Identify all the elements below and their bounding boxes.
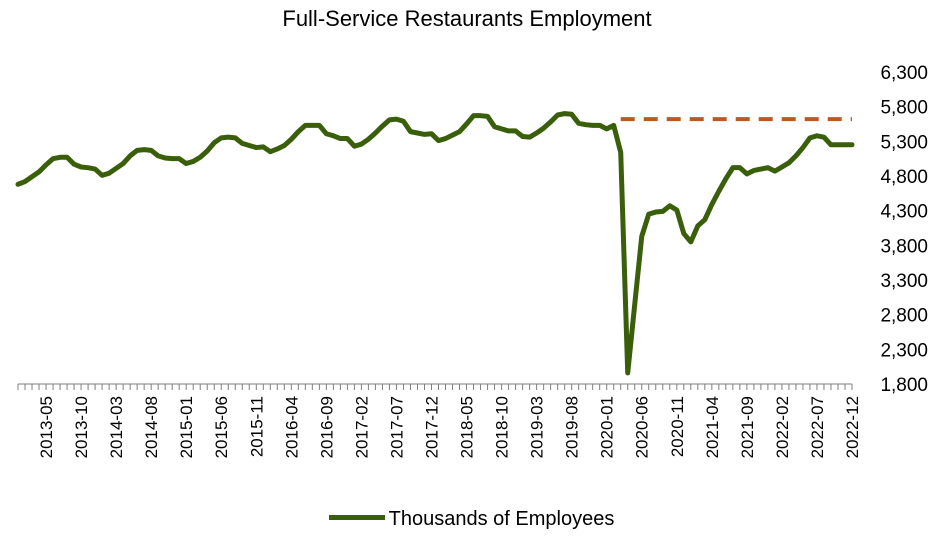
y-tick-label: 5,800 xyxy=(880,98,928,119)
x-tick-label: 2014-03 xyxy=(107,396,126,458)
x-tick-label: 2020-06 xyxy=(633,396,652,458)
y-tick-label: 2,800 xyxy=(880,306,928,327)
x-axis-labels: 2013-05 2013-10 2014-03 2014-08 2015-01 2015-… xyxy=(37,396,862,458)
x-tick-label: 2020-01 xyxy=(598,396,617,458)
x-tick-label: 2016-04 xyxy=(282,396,301,458)
x-axis-ticks xyxy=(17,384,853,390)
plot-area: 1,800 2,300 2,800 3,300 3,800 4,300 4,800 5,300… xyxy=(15,63,928,458)
x-tick-label: 2022-07 xyxy=(808,396,827,458)
y-axis-labels: 1,800 2,300 2,800 3,300 3,800 4,300 4,800 5,300… xyxy=(880,63,928,396)
legend: Thousands of Employees xyxy=(0,508,943,531)
x-tick-label: 2017-02 xyxy=(352,396,371,458)
legend-swatch xyxy=(328,515,385,521)
x-tick-label: 2018-10 xyxy=(493,396,512,458)
y-tick-label: 2,300 xyxy=(880,340,928,361)
y-tick-label: 1,800 xyxy=(880,375,928,396)
x-tick-label: 2018-05 xyxy=(458,396,477,458)
y-tick-label: 4,300 xyxy=(880,202,928,223)
y-tick-label: 6,300 xyxy=(880,63,928,84)
x-tick-label: 2014-08 xyxy=(142,396,161,458)
x-tick-label: 2017-12 xyxy=(422,396,441,458)
x-tick-label: 2021-04 xyxy=(703,396,722,458)
x-tick-label: 2022-02 xyxy=(773,396,792,458)
x-tick-label: 2019-08 xyxy=(563,396,582,458)
x-tick-label: 2020-11 xyxy=(668,396,687,457)
legend-label: Thousands of Employees xyxy=(388,508,615,530)
x-tick-label: 2013-05 xyxy=(37,396,56,458)
x-tick-label: 2017-07 xyxy=(387,396,406,458)
y-tick-label: 3,800 xyxy=(880,236,928,257)
chart-title: Full-Service Restaurants Employment xyxy=(282,6,652,31)
x-tick-label: 2015-01 xyxy=(177,396,196,458)
x-tick-label: 2016-09 xyxy=(317,396,336,458)
y-tick-label: 5,300 xyxy=(880,132,928,153)
series-line-thousands-of-employees xyxy=(15,111,855,376)
x-tick-label: 2021-09 xyxy=(738,396,757,458)
x-tick-label: 2015-06 xyxy=(212,396,231,458)
x-tick-label: 2015-11 xyxy=(247,396,266,457)
x-tick-label: 2019-03 xyxy=(528,396,547,458)
x-tick-label: 2013-10 xyxy=(72,396,91,458)
y-tick-label: 4,800 xyxy=(880,167,928,188)
x-tick-label: 2022-12 xyxy=(843,396,862,458)
y-tick-label: 3,300 xyxy=(880,271,928,292)
